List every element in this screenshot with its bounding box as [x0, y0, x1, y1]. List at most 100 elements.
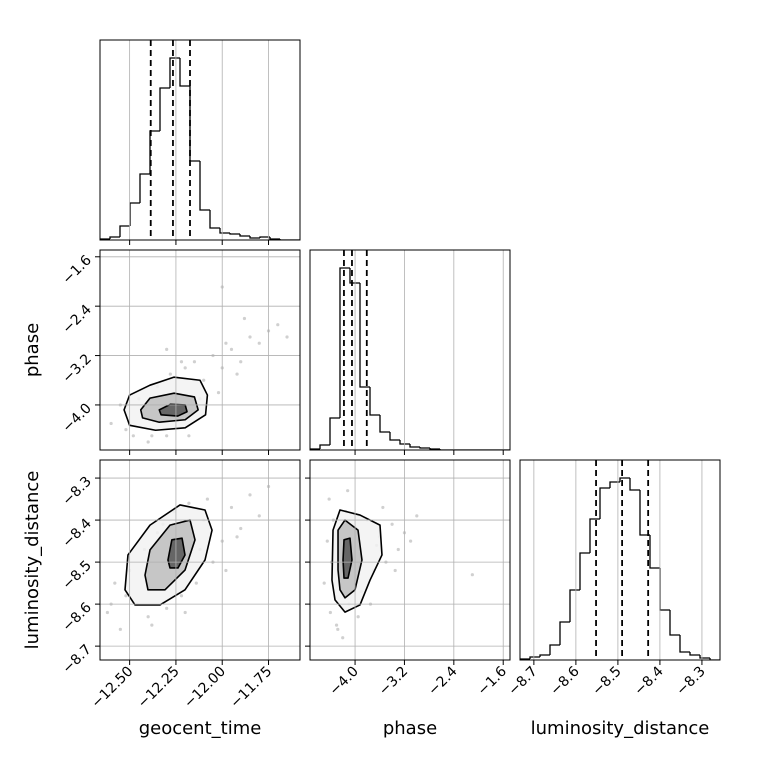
- sample-point: [341, 636, 345, 640]
- sample-point: [235, 372, 239, 376]
- x-tick-label: −12.25: [135, 664, 183, 712]
- histogram-bin: [639, 490, 650, 536]
- histogram-bin: [249, 236, 260, 239]
- histogram-bin: [579, 552, 590, 590]
- sample-point: [334, 623, 339, 627]
- sample-point: [229, 505, 234, 510]
- sample-point: [183, 610, 187, 615]
- sample-point: [150, 623, 154, 627]
- sample-point: [202, 378, 206, 382]
- sample-point: [105, 610, 110, 615]
- contour: [342, 537, 353, 579]
- sample-point: [194, 581, 198, 585]
- histogram-bin: [439, 449, 450, 450]
- histogram-bin: [329, 417, 340, 445]
- sample-point: [393, 568, 397, 573]
- sample-point: [131, 434, 135, 438]
- x-tick-label: −8.7: [505, 664, 540, 699]
- sample-point: [113, 581, 117, 585]
- y-tick-label: −8.6: [59, 600, 94, 635]
- contour: [158, 403, 188, 417]
- panel-frame: [519, 459, 721, 661]
- panel-frame: [99, 39, 301, 241]
- x-tick-label: −1.6: [475, 663, 510, 698]
- histogram-bin: [649, 535, 660, 569]
- sample-point: [224, 568, 228, 573]
- sample-point: [346, 489, 350, 493]
- panel-frame: [99, 249, 301, 451]
- y-tick-label: −3.2: [59, 351, 94, 386]
- sample-point: [285, 335, 289, 339]
- panel-content: [322, 489, 474, 640]
- panel-content: [105, 484, 271, 631]
- y-axis-label: phase: [22, 323, 43, 377]
- histogram-bin: [100, 238, 110, 240]
- histogram-bin: [599, 487, 610, 519]
- x-tick-label: −8.3: [673, 664, 708, 699]
- histogram-bin: [169, 57, 180, 88]
- histogram-bin: [369, 387, 380, 416]
- sample-point: [328, 610, 332, 615]
- sample-point: [336, 627, 340, 631]
- sample-point: [257, 514, 261, 518]
- histogram-bin: [109, 236, 120, 239]
- sample-point: [322, 581, 326, 585]
- histogram-bin: [339, 267, 350, 418]
- histogram-bin: [429, 448, 440, 450]
- histogram-bin: [609, 481, 620, 488]
- sample-point: [146, 440, 150, 444]
- panel-content: [310, 250, 510, 450]
- sample-point: [165, 434, 169, 438]
- histogram-bin: [629, 478, 640, 491]
- sample-point: [235, 535, 239, 539]
- histogram-bin: [419, 447, 430, 449]
- sample-point: [150, 434, 154, 438]
- x-tick-label: −3.2: [376, 664, 411, 699]
- y-tick-label: −8.5: [59, 558, 94, 593]
- x-axis-label: phase: [383, 718, 437, 739]
- histogram-bin: [139, 173, 150, 203]
- sample-point: [124, 428, 128, 432]
- histogram-bin: [209, 210, 220, 229]
- x-tick-label: −8.4: [631, 663, 666, 698]
- sample-point: [192, 360, 197, 364]
- histogram-bin: [669, 610, 680, 636]
- histogram-bin: [569, 589, 580, 622]
- histogram-bin: [679, 635, 690, 653]
- sample-point: [381, 505, 385, 510]
- sample-point: [179, 360, 184, 364]
- sample-point: [187, 434, 191, 438]
- histogram-bin: [259, 236, 270, 238]
- histogram-bin: [239, 234, 250, 237]
- panel-frame: [309, 249, 511, 451]
- sample-point: [187, 501, 191, 505]
- histogram-bin: [659, 568, 670, 611]
- x-tick-label: −8.5: [589, 664, 624, 699]
- panel-content: [100, 40, 300, 240]
- histogram-bin: [699, 655, 710, 659]
- x-tick-label: −4.0: [327, 664, 362, 699]
- panel-content: [520, 460, 720, 660]
- x-tick-label: −12.50: [89, 664, 137, 712]
- histogram-bin: [689, 652, 700, 656]
- histogram-bin: [319, 444, 330, 449]
- histogram-bin: [269, 237, 280, 240]
- sample-point: [168, 372, 172, 376]
- panel-frame: [99, 459, 301, 661]
- histogram-bin: [379, 415, 390, 433]
- histogram-bin: [159, 87, 170, 131]
- histogram-bin: [389, 432, 400, 441]
- sample-point: [276, 323, 280, 327]
- histogram-bin: [559, 621, 570, 645]
- histogram-bin: [279, 239, 290, 240]
- y-tick-label: −2.4: [59, 302, 94, 337]
- sample-point: [470, 573, 474, 577]
- y-tick-label: −4.0: [59, 400, 94, 435]
- sample-point: [242, 316, 247, 321]
- x-tick-label: −11.75: [227, 664, 275, 712]
- histogram-bin: [229, 233, 240, 235]
- sample-point: [327, 497, 331, 501]
- sample-point: [239, 360, 243, 364]
- sample-point: [205, 497, 210, 501]
